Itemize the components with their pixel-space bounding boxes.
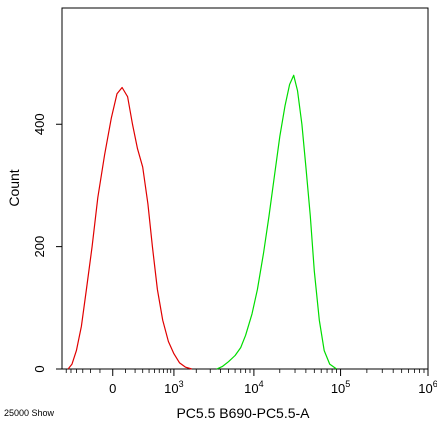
x-tick-label: 106 — [418, 379, 437, 396]
y-tick-label: 400 — [32, 113, 47, 135]
y-tick-label: 0 — [32, 365, 47, 372]
series-layer — [67, 74, 337, 370]
x-axis-label: PC5.5 B690-PC5.5-A — [176, 405, 310, 421]
y-axis-label: Count — [6, 169, 22, 206]
x-tick-label: 105 — [331, 379, 350, 396]
x-tick-label: 0 — [109, 381, 116, 396]
y-tick-label: 200 — [32, 236, 47, 258]
histogram-series-0 — [67, 86, 192, 370]
x-tick-label: 104 — [244, 379, 263, 396]
plot-frame — [61, 7, 429, 370]
histogram-series-1 — [216, 74, 337, 370]
x-tick-label: 103 — [164, 379, 183, 396]
axis-layer: 0 200 400 0 103 104 105 106 — [32, 113, 437, 396]
event-count-footnote: 25000 Show — [4, 408, 55, 418]
